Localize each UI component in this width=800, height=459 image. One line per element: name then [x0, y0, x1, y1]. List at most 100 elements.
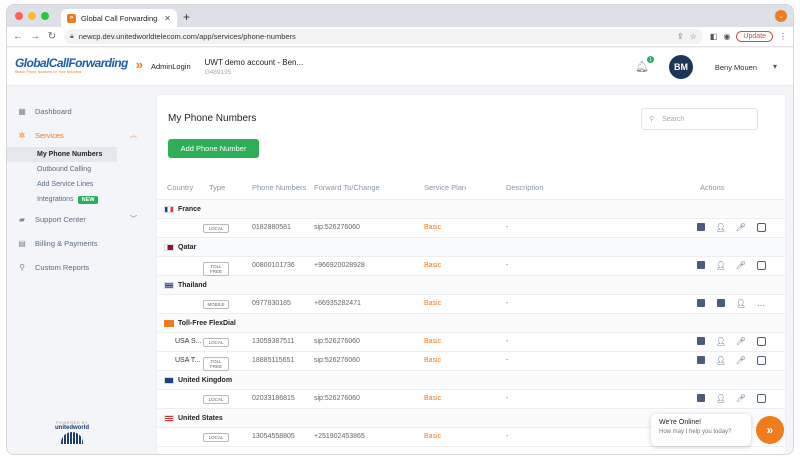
call-log-icon[interactable]: [697, 223, 705, 231]
forward-to[interactable]: +96692002892​8: [314, 262, 365, 269]
voice-settings-icon[interactable]: 👤︎: [715, 261, 727, 270]
back-icon[interactable]: ←: [13, 31, 23, 42]
column-phone-numbers[interactable]: Phone Numbers: [252, 183, 307, 192]
url-field[interactable]: 🔒︎ newcp.dev.unitedworldtelecom.com/app/…: [64, 29, 703, 44]
add-phone-number-button[interactable]: Add Phone Number: [168, 139, 259, 158]
call-log-icon[interactable]: [697, 394, 705, 402]
table-row[interactable]: LOCAL 0182880581 sip:526276060 Basic - 👤…: [157, 219, 785, 238]
company-logo[interactable]: GlobalCallForwarding Reach Phone Numbers…: [15, 56, 143, 78]
uk-flag-icon: [164, 376, 174, 384]
column-country[interactable]: Country: [167, 183, 194, 192]
more-menu-icon[interactable]: ⋮: [779, 32, 787, 41]
table-row[interactable]: MOBILE 0977830185 +66935282471 Basic - 👤…: [157, 295, 785, 314]
settings-icon[interactable]: [757, 356, 766, 365]
forward-to[interactable]: sip:526276060: [314, 338, 360, 345]
service-plan[interactable]: Basic: [424, 395, 442, 402]
account-selector[interactable]: UWT demo account - Ben... G489195: [205, 58, 304, 76]
service-plan[interactable]: Basic: [424, 338, 442, 345]
sidebar-subitem-add-service-lines[interactable]: Add Service Lines: [7, 177, 147, 192]
settings-icon[interactable]: [757, 223, 766, 232]
column-description[interactable]: Description: [506, 183, 544, 192]
admin-login-link[interactable]: AdminLogin: [151, 62, 191, 71]
voice-settings-icon[interactable]: 👤︎: [715, 337, 727, 346]
column-service-plan[interactable]: Service Plan: [424, 183, 467, 192]
live-chat-bubble[interactable]: We're Online! How may I help you today?: [651, 414, 751, 446]
browser-tab[interactable]: » Global Call Forwarding ✕: [61, 9, 177, 27]
service-plan[interactable]: Basic: [424, 262, 442, 269]
share-icon[interactable]: ⇪: [677, 32, 684, 41]
sidebar-item-custom-reports[interactable]: ⚲ Custom Reports: [7, 255, 147, 279]
table-row[interactable]: USA T... TOLL FREE 18885115651 sip:52627…: [157, 352, 785, 371]
notification-bell-icon[interactable]: 🔔︎ 1: [635, 56, 654, 73]
sidebar-subitem-outbound-calling[interactable]: Outbound Calling: [7, 162, 147, 177]
call-log-icon[interactable]: [697, 356, 705, 364]
voice-settings-icon[interactable]: 👤︎: [735, 299, 747, 308]
tab-bar: » Global Call Forwarding ✕ + ⌄: [7, 5, 793, 27]
extensions-icon[interactable]: ◧: [709, 32, 718, 41]
country-name: Qatar: [178, 243, 197, 251]
settings-icon[interactable]: [757, 394, 766, 403]
more-actions-icon[interactable]: …: [757, 299, 765, 308]
user-menu-chevron-icon[interactable]: ▾: [772, 62, 777, 71]
service-plan[interactable]: Basic: [424, 300, 442, 307]
microphone-icon[interactable]: 🎤︎: [735, 223, 747, 232]
settings-icon[interactable]: [757, 337, 766, 346]
powered-by-brand: unitedworld: [55, 425, 89, 431]
account-id: G489195: [204, 68, 232, 76]
chat-launcher-button[interactable]: »: [756, 416, 784, 444]
sidebar-item-dashboard[interactable]: ▦ Dashboard: [7, 99, 147, 123]
new-tab-button[interactable]: +: [183, 10, 191, 24]
forward-to[interactable]: sip:526276060: [314, 224, 360, 231]
microphone-icon[interactable]: 🎤︎: [735, 337, 747, 346]
user-name[interactable]: Beny Mouen: [714, 63, 757, 72]
sidebar-item-billing[interactable]: ▤ Billing & Payments: [7, 231, 147, 255]
notification-badge: 1: [647, 56, 654, 63]
bookmark-star-icon[interactable]: ☆: [689, 32, 697, 41]
maximize-window-button[interactable]: [41, 12, 49, 20]
sidebar-subitem-my-phone-numbers[interactable]: My Phone Numbers: [7, 147, 117, 162]
sidebar-subitem-integrations[interactable]: Integrations NEW: [7, 192, 147, 207]
type-badge: LOCAL: [203, 338, 229, 347]
reload-icon[interactable]: ↻: [47, 31, 57, 42]
forward-to[interactable]: sip:526276060: [314, 395, 360, 402]
microphone-icon[interactable]: 🎤︎: [735, 356, 747, 365]
sidebar-item-services[interactable]: ✲ Services ︿: [7, 123, 147, 147]
sms-icon[interactable]: [717, 299, 725, 307]
voice-settings-icon[interactable]: 👤︎: [715, 394, 727, 403]
microphone-icon[interactable]: 🎤︎: [735, 394, 747, 403]
settings-icon[interactable]: [757, 261, 766, 270]
close-tab-icon[interactable]: ✕: [164, 13, 171, 23]
search-input[interactable]: ⚲ Search: [641, 108, 758, 130]
forward-to[interactable]: +251902453865: [314, 433, 365, 440]
description: -: [506, 433, 509, 440]
forward-to[interactable]: sip:526276060: [314, 357, 360, 364]
voice-settings-icon[interactable]: 👤︎: [715, 356, 727, 365]
profile-icon[interactable]: ◉: [723, 32, 731, 41]
france-flag-icon: [164, 205, 174, 213]
service-plan[interactable]: Basic: [424, 433, 442, 440]
logo-text-call: Call: [48, 55, 69, 70]
minimize-window-button[interactable]: [28, 12, 36, 20]
service-plan[interactable]: Basic: [424, 357, 442, 364]
service-plan[interactable]: Basic: [424, 224, 442, 231]
column-type[interactable]: Type: [209, 183, 226, 192]
table-row[interactable]: LOCAL 13054558805 +251902453865 Basic -: [157, 428, 785, 447]
call-log-icon[interactable]: [697, 337, 705, 345]
sidebar-item-support-center[interactable]: ▰ Support Center ﹀: [7, 207, 147, 231]
table-row[interactable]: USA S... LOCAL 13059387511 sip:526276060…: [157, 333, 785, 352]
logo-tagline: Reach Phone Numbers for Your Business: [15, 69, 82, 74]
forward-icon[interactable]: →: [30, 31, 40, 42]
tab-menu-icon[interactable]: ⌄: [775, 10, 787, 22]
voice-settings-icon[interactable]: 👤︎: [715, 223, 727, 232]
column-forward-to[interactable]: Forward To/Change: [314, 183, 380, 192]
avatar[interactable]: BM: [669, 55, 693, 79]
microphone-icon[interactable]: 🎤︎: [735, 261, 747, 270]
close-window-button[interactable]: [15, 12, 23, 20]
update-button[interactable]: Update: [736, 31, 773, 42]
table-row[interactable]: LOCAL 02033186815 sip:526276060 Basic - …: [157, 390, 785, 409]
call-log-icon[interactable]: [697, 299, 705, 307]
table-row[interactable]: TOLL FREE 00800101736 +96692002892​8 Bas…: [157, 257, 785, 276]
globe-logo-icon: [61, 432, 83, 444]
call-log-icon[interactable]: [697, 261, 705, 269]
forward-to[interactable]: +66935282471: [314, 300, 361, 307]
